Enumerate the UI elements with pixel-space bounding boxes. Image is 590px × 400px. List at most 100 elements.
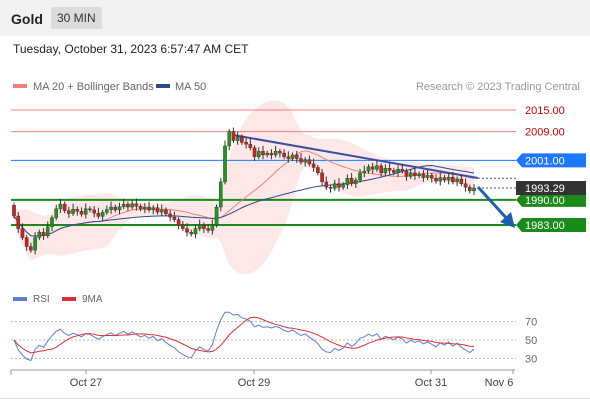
candle-body bbox=[37, 231, 42, 238]
forecast-arrow-shaft bbox=[476, 185, 511, 223]
candle-body bbox=[404, 170, 409, 177]
candle-body bbox=[438, 177, 443, 182]
rsi-layer: 70 50 30 bbox=[11, 311, 537, 366]
candle-body bbox=[29, 246, 33, 251]
candle-body bbox=[434, 178, 438, 182]
candle-body bbox=[299, 158, 303, 163]
candle-body bbox=[16, 215, 21, 229]
candle-body bbox=[143, 206, 147, 210]
candle-body bbox=[96, 212, 101, 217]
candle-body bbox=[349, 178, 354, 184]
candle-body bbox=[134, 203, 139, 207]
candle-body bbox=[455, 178, 459, 183]
x-tick-label: Oct 27 bbox=[70, 377, 102, 389]
candle-body bbox=[231, 131, 236, 141]
candle-body bbox=[45, 226, 50, 236]
candle-body bbox=[79, 211, 84, 215]
candle-body bbox=[362, 170, 367, 174]
candle-body bbox=[273, 151, 278, 156]
candle-body bbox=[400, 169, 405, 172]
candle-body bbox=[181, 224, 185, 229]
candle-body bbox=[244, 142, 248, 145]
candle-body bbox=[189, 231, 194, 235]
rsi-9ma-line bbox=[13, 316, 475, 354]
candle-body bbox=[109, 206, 113, 210]
candle-body bbox=[370, 166, 375, 170]
forecast-arrow-head bbox=[500, 212, 515, 228]
candle-body bbox=[463, 183, 468, 188]
instrument-title: Gold bbox=[11, 11, 43, 27]
candle-body bbox=[324, 181, 329, 188]
candle-body bbox=[345, 178, 350, 185]
rsi-legend-label: RSI bbox=[33, 294, 50, 305]
candle-body bbox=[451, 177, 455, 183]
candle-body bbox=[392, 170, 396, 173]
timeframe-button[interactable]: 30 MIN bbox=[51, 7, 102, 29]
x-tick-label: Oct 29 bbox=[238, 377, 270, 389]
candle-body bbox=[261, 151, 265, 156]
candle-body bbox=[286, 156, 291, 159]
candle-body bbox=[332, 183, 337, 189]
candle-body bbox=[67, 210, 71, 214]
level-label-3: 1990.00 bbox=[525, 195, 565, 207]
level-tag-4 bbox=[516, 218, 586, 232]
x-tick-label: Nov 6 bbox=[485, 377, 514, 389]
candle-body bbox=[214, 206, 219, 226]
source-credit: Research © 2023 Trading Central bbox=[416, 81, 580, 93]
candle-body bbox=[62, 203, 67, 211]
level-label-2: 2001.00 bbox=[525, 155, 565, 167]
footer-divider bbox=[0, 398, 590, 399]
candle-body bbox=[210, 224, 215, 231]
level-tag-3 bbox=[516, 192, 586, 207]
candle-body bbox=[24, 237, 29, 247]
rsi-line bbox=[13, 311, 475, 362]
candle-body bbox=[164, 209, 168, 215]
candle-body bbox=[379, 165, 383, 174]
candle-body bbox=[88, 208, 92, 211]
candle-body bbox=[100, 212, 105, 217]
rsi-tick-label: 50 bbox=[525, 335, 537, 347]
candle-body bbox=[206, 228, 210, 231]
bollinger-band-layer bbox=[14, 100, 474, 275]
candle-body bbox=[126, 203, 130, 208]
candle-body bbox=[294, 154, 299, 159]
resistance-trendline bbox=[232, 134, 479, 179]
level-label-4: 1983.00 bbox=[525, 220, 565, 232]
candle-body bbox=[227, 131, 232, 147]
candle-body bbox=[130, 203, 134, 208]
candle-body bbox=[113, 206, 118, 211]
candle-body bbox=[265, 152, 270, 156]
candle-body bbox=[269, 152, 274, 156]
candle-body bbox=[341, 184, 345, 188]
candle-body bbox=[138, 206, 143, 210]
candle-body bbox=[235, 136, 240, 141]
candle-body bbox=[425, 175, 430, 178]
candle-body bbox=[320, 172, 324, 183]
ma9-legend-label: 9MA bbox=[82, 294, 103, 305]
last-price-label: 1993.29 bbox=[525, 183, 565, 195]
level-label-0: 2015.00 bbox=[525, 105, 565, 117]
legend-swatch-ma20 bbox=[13, 84, 27, 88]
candle-body bbox=[193, 228, 198, 235]
candle-body bbox=[472, 187, 476, 192]
trendline-layer bbox=[232, 134, 515, 228]
candle-body bbox=[316, 167, 320, 174]
candle-body bbox=[421, 173, 426, 178]
candle-body bbox=[54, 208, 59, 219]
candle-body bbox=[12, 205, 16, 217]
candle-body bbox=[172, 216, 177, 220]
candle-body bbox=[383, 168, 388, 174]
candle-body bbox=[92, 209, 96, 214]
candle-body bbox=[303, 159, 307, 163]
candle-body bbox=[117, 206, 122, 211]
candle-body bbox=[354, 179, 358, 184]
candle-body bbox=[396, 169, 400, 173]
candle-body bbox=[278, 151, 282, 154]
candle-body bbox=[442, 177, 447, 181]
candle-body bbox=[307, 159, 312, 165]
rsi-tick-label: 70 bbox=[525, 317, 537, 329]
moving-average-layer bbox=[13, 150, 475, 237]
candle-body bbox=[459, 178, 464, 184]
candle-body bbox=[50, 217, 54, 227]
